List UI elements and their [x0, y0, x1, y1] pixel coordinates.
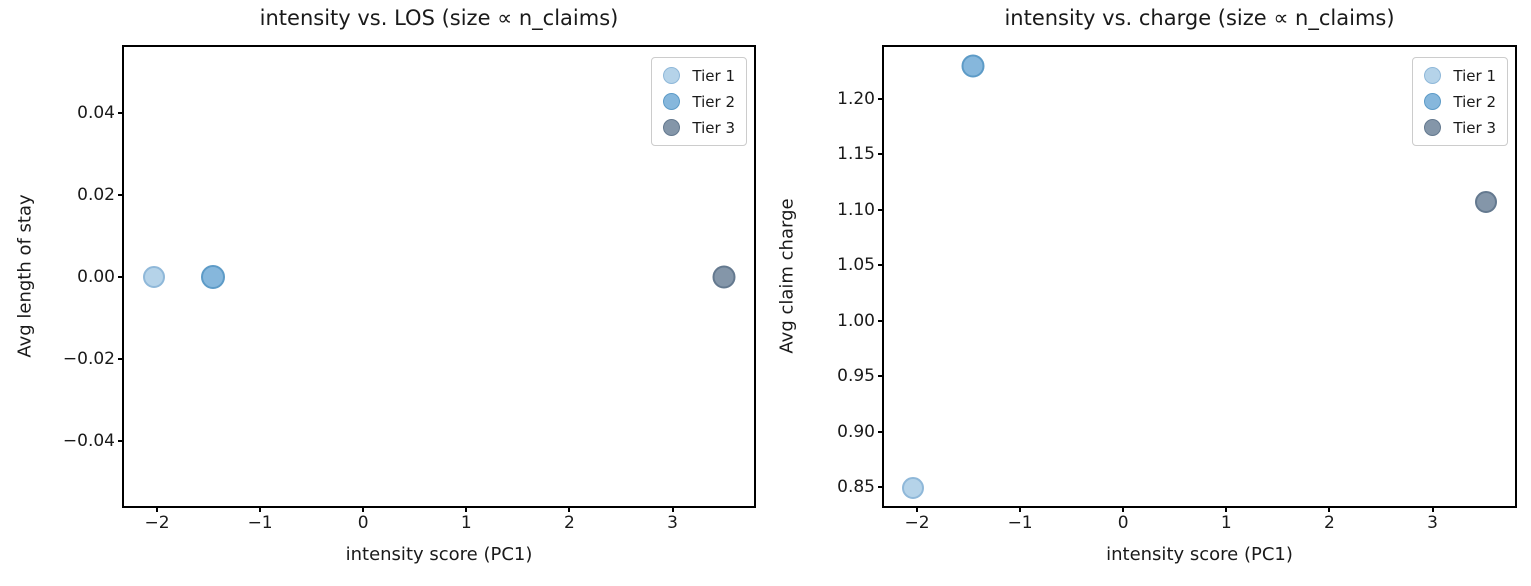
legend-item: Tier 1: [1424, 66, 1496, 85]
x-tick-label: 2: [1323, 513, 1335, 533]
y-tick-mark: [878, 97, 884, 100]
y-axis-label-los: Avg length of stay: [14, 194, 36, 358]
legend-marker-icon: [663, 67, 681, 84]
scatter-point-tier-2: [200, 264, 225, 289]
x-tick-label: 3: [1427, 513, 1438, 533]
y-tick-label: 1.00: [837, 310, 875, 331]
x-tick-label: 0: [1117, 513, 1129, 533]
x-tick-mark: [1225, 506, 1228, 512]
legend: Tier 1 Tier 2 Tier 3: [651, 57, 747, 146]
scatter-point-tier-3: [1475, 190, 1498, 213]
y-tick-mark: [878, 375, 884, 378]
x-tick-label: −2: [144, 513, 170, 533]
legend-item: Tier 3: [663, 118, 735, 137]
x-tick-label: 0: [357, 513, 369, 533]
x-tick-label: −1: [1007, 513, 1033, 533]
y-tick-label: 0.90: [837, 421, 875, 442]
y-tick-label: −0.02: [62, 348, 115, 369]
chart-title-charge: intensity vs. charge (size ∝ n_claims): [1004, 6, 1395, 30]
legend: Tier 1 Tier 2 Tier 3: [1412, 57, 1508, 146]
x-tick-mark: [1122, 506, 1125, 512]
legend-label: Tier 2: [692, 92, 735, 111]
x-tick-label: −2: [904, 513, 930, 533]
legend-label: Tier 2: [1453, 92, 1496, 111]
y-tick-mark: [878, 153, 884, 156]
legend-marker-icon: [1424, 119, 1442, 136]
y-tick-mark: [878, 430, 884, 433]
legend-label: Tier 1: [692, 66, 735, 85]
legend-item: Tier 2: [1424, 92, 1496, 111]
legend-marker-icon: [663, 93, 681, 110]
x-tick-label: 2: [564, 513, 575, 533]
y-tick-label: 0.00: [77, 266, 115, 287]
x-tick-mark: [568, 506, 571, 512]
y-tick-mark: [118, 194, 124, 197]
legend-label: Tier 3: [692, 118, 735, 137]
x-tick-label: 3: [667, 513, 678, 533]
y-tick-mark: [118, 275, 124, 278]
y-tick-label: 0.95: [837, 366, 875, 387]
y-tick-mark: [118, 112, 124, 115]
x-tick-mark: [915, 506, 918, 512]
y-tick-label: 1.10: [837, 199, 875, 220]
y-tick-label: 0.85: [837, 477, 875, 498]
chart-title-los: intensity vs. LOS (size ∝ n_claims): [259, 6, 619, 30]
x-tick-label: −1: [247, 513, 273, 533]
y-tick-mark: [118, 439, 124, 442]
x-tick-mark: [259, 506, 262, 512]
x-tick-label: 1: [460, 513, 472, 533]
y-tick-label: 1.20: [837, 88, 875, 109]
y-tick-label: 0.04: [77, 103, 115, 124]
x-tick-mark: [465, 506, 468, 512]
x-axis-label-los: intensity score (PC1): [345, 544, 533, 565]
legend-item: Tier 2: [663, 92, 735, 111]
x-tick-mark: [1019, 506, 1022, 512]
y-tick-label: 1.15: [837, 144, 875, 165]
scatter-point-tier-2: [961, 54, 985, 78]
legend-label: Tier 1: [1453, 66, 1496, 85]
scatter-point-tier-1: [142, 265, 165, 288]
scatter-point-tier-3: [712, 265, 736, 289]
x-axis-label-charge: intensity score (PC1): [1106, 544, 1293, 565]
x-tick-label: 1: [1220, 513, 1232, 533]
legend-label: Tier 3: [1453, 118, 1496, 137]
y-tick-label: 1.05: [837, 255, 875, 276]
plot-area-los: −2 −1 0 1 2 3 0.04 0.02 0.00 −0.02 −0.04 Tier 1 Tier…: [63, 45, 756, 533]
legend-marker-icon: [1424, 93, 1442, 110]
x-tick-mark: [671, 506, 674, 512]
y-tick-mark: [878, 208, 884, 211]
y-tick-label: −0.04: [62, 430, 115, 451]
x-tick-mark: [1431, 506, 1434, 512]
y-tick-label: 0.02: [77, 185, 115, 206]
legend-marker-icon: [663, 119, 681, 136]
scatter-point-tier-1: [901, 477, 924, 500]
x-tick-mark: [155, 506, 158, 512]
x-tick-mark: [1328, 506, 1331, 512]
y-axis-label-charge: Avg claim charge: [776, 198, 798, 354]
y-tick-mark: [878, 486, 884, 489]
y-tick-mark: [118, 357, 124, 360]
legend-item: Tier 3: [1424, 118, 1496, 137]
plot-area-charge: −2 −1 0 1 2 3 1.20 1.15 1.10 1.05 1.00 0.95 0.90 0.85…: [837, 45, 1517, 533]
legend-marker-icon: [1424, 67, 1442, 84]
y-tick-mark: [878, 264, 884, 267]
y-tick-mark: [878, 319, 884, 322]
legend-item: Tier 1: [663, 66, 735, 85]
x-tick-mark: [362, 506, 365, 512]
